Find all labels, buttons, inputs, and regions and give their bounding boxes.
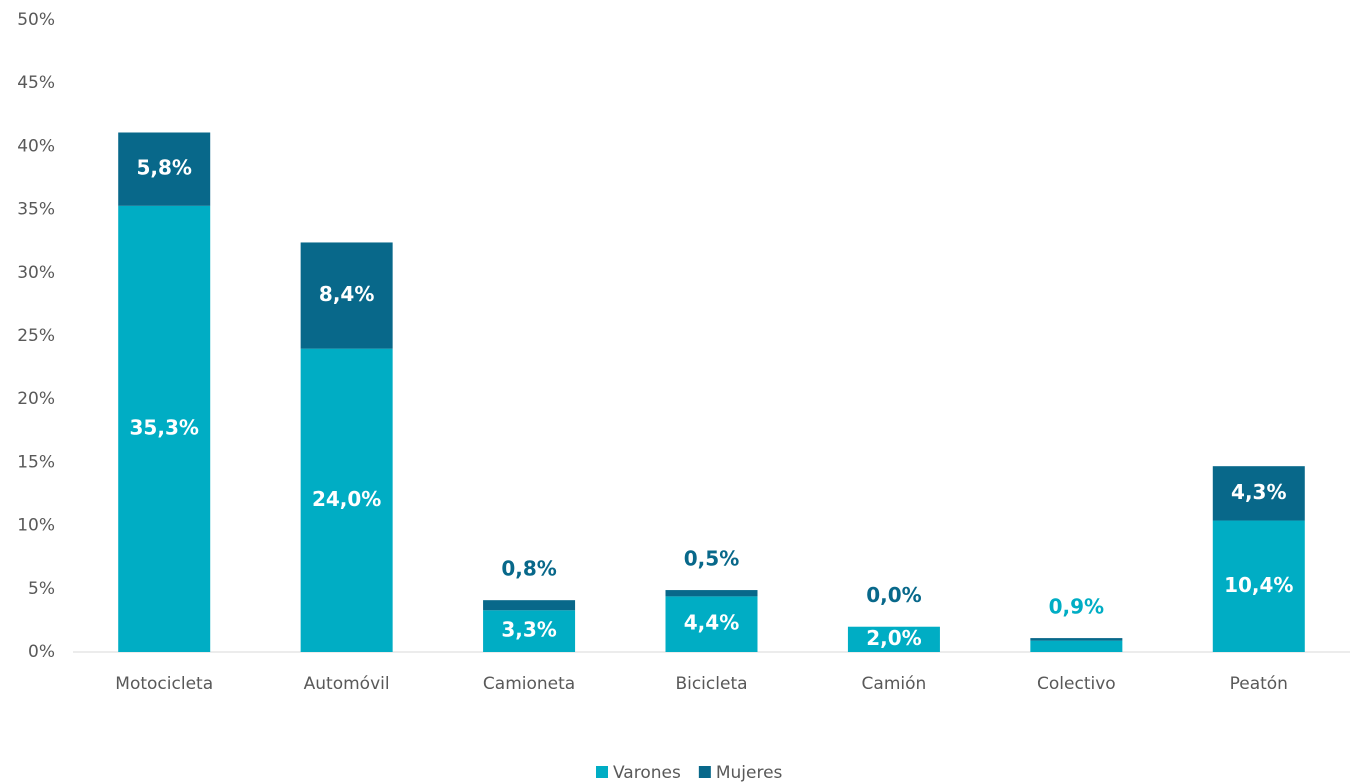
data-label: 4,3% — [1231, 480, 1286, 504]
data-label: 0,8% — [501, 557, 556, 581]
bar-segment — [847, 626, 940, 652]
bar-segment — [118, 205, 211, 653]
data-label: 0,5% — [684, 547, 739, 571]
legend-swatch — [698, 766, 711, 778]
data-label: 3,3% — [501, 618, 556, 642]
bar-segment — [483, 600, 576, 611]
x-tick-label: Colectivo — [1037, 674, 1116, 694]
y-tick-label: 15% — [17, 452, 55, 472]
legend-label: Mujeres — [716, 763, 783, 782]
bar-segment — [1030, 640, 1123, 652]
y-tick-label: 50% — [17, 10, 55, 30]
data-label: 0,0% — [866, 583, 921, 607]
bar-segment — [1212, 466, 1305, 521]
data-label: 8,4% — [319, 282, 374, 306]
x-tick-label: Bicicleta — [675, 674, 747, 694]
y-tick-label: 5% — [28, 579, 55, 599]
legend-swatch — [596, 766, 608, 778]
bar-segment — [300, 348, 393, 652]
data-label: 0,9% — [1049, 595, 1104, 619]
y-tick-label: 30% — [17, 263, 55, 283]
y-tick-label: 20% — [17, 389, 55, 409]
legend-label: Varones — [613, 763, 681, 782]
y-tick-label: 10% — [17, 516, 55, 536]
x-tick-label: Camión — [862, 674, 927, 694]
bar-segment — [483, 610, 576, 652]
x-tick-label: Motocicleta — [115, 674, 213, 694]
x-tick-label: Peatón — [1230, 674, 1288, 694]
bar-segment — [665, 590, 758, 597]
data-label: 10,4% — [1224, 573, 1293, 597]
data-label: 24,0% — [312, 487, 381, 511]
x-tick-label: Automóvil — [304, 674, 390, 694]
bar-segment — [1212, 520, 1305, 652]
data-label: 35,3% — [130, 415, 199, 439]
x-tick-label: Camioneta — [483, 674, 575, 694]
y-tick-label: 35% — [17, 200, 55, 220]
bar-segment — [118, 132, 211, 206]
data-label: 5,8% — [136, 156, 191, 180]
y-tick-label: 0% — [28, 642, 55, 662]
data-label: 2,0% — [866, 626, 921, 650]
y-tick-label: 40% — [17, 136, 55, 156]
y-tick-label: 25% — [17, 326, 55, 346]
y-tick-label: 45% — [17, 73, 55, 93]
bar-segment — [300, 242, 393, 349]
bar-segment — [1030, 638, 1123, 641]
data-label: 4,4% — [684, 611, 739, 635]
bar-segment — [665, 596, 758, 652]
